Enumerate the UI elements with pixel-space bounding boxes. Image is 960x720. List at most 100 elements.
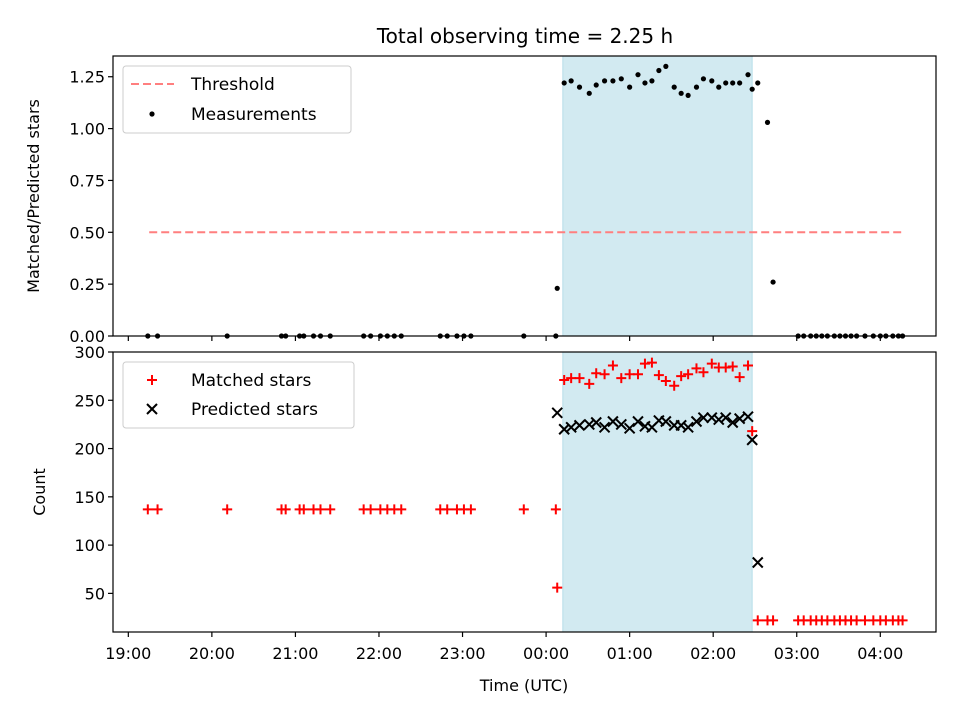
matched-stars-point — [660, 375, 671, 386]
predicted-stars-point — [690, 415, 703, 428]
matched-stars-point — [442, 504, 453, 515]
bottom-y-tick-label: 100 — [74, 536, 105, 555]
predicted-stars-point — [558, 423, 570, 435]
measurements-point — [656, 67, 662, 74]
predicted-stars-point — [713, 413, 725, 426]
matched-stars-point — [851, 615, 862, 626]
matched-stars-point — [616, 373, 627, 384]
predicted-stars-point — [565, 421, 577, 434]
predicted-stars-point — [742, 410, 754, 423]
measurements-point — [627, 84, 633, 90]
threshold-legend-label: Threshold — [190, 75, 275, 95]
matched-stars-point — [646, 357, 657, 368]
x-tick-label: 02:00 — [690, 644, 736, 663]
matched-stars-point — [624, 369, 635, 380]
measurements-point — [586, 90, 592, 96]
matched-stars-point — [691, 363, 702, 374]
top-y-tick-label: 0.50 — [69, 223, 105, 242]
x-tick-label: 03:00 — [774, 644, 820, 663]
measurements-point — [593, 82, 599, 88]
matched-stars-point — [752, 615, 763, 626]
matched-stars-point — [280, 504, 291, 515]
top-y-tick-label: 1.25 — [69, 68, 105, 87]
predicted-stars-point — [573, 419, 586, 432]
top-axes-frame — [112, 55, 937, 337]
predicted-stars-point — [660, 415, 672, 428]
predicted-stars-point — [598, 421, 611, 434]
matched-stars-point — [743, 360, 754, 371]
measurements-point — [730, 80, 736, 86]
bottom-y-tick-label: 50 — [85, 584, 105, 603]
matched-stars-point — [897, 615, 908, 626]
bottom-y-axis: 50 100 150 200 250 300 — [74, 343, 113, 603]
predicted-stars-point — [697, 411, 710, 424]
chart-title: Total observing time = 2.25 h — [376, 24, 673, 48]
measurements-point — [601, 78, 608, 84]
measurements-point — [568, 78, 574, 84]
top-legend: Threshold Measurements — [122, 65, 352, 134]
matched-stars-point — [768, 615, 779, 626]
matched-stars-point — [591, 368, 602, 379]
bottom-panel: 50 100 150 200 250 300 19:00 20:00 21:00 22:00 23… — [30, 343, 937, 695]
measurements-point — [635, 72, 641, 78]
top-legend-box — [122, 65, 352, 134]
matched-stars-point — [747, 426, 758, 437]
predicted-stars-point — [726, 416, 739, 429]
predicted-stars-point — [675, 419, 687, 432]
measurements-point — [709, 78, 715, 84]
matched-stars-point — [142, 504, 153, 515]
measurements-point — [685, 92, 691, 99]
top-y-tick-label: 0.25 — [69, 275, 105, 294]
matched-stars-point — [396, 504, 407, 515]
measurements-legend-marker — [149, 111, 155, 117]
measurements-point — [554, 285, 560, 291]
matched-stars-point — [566, 373, 577, 384]
matched-stars-point — [152, 504, 163, 515]
predicted-stars-point — [752, 556, 764, 569]
predicted-stars-point — [720, 411, 732, 424]
measurements-point — [745, 72, 751, 78]
bottom-legend: Matched stars Predicted stars — [122, 361, 355, 429]
measurements-point — [737, 80, 743, 86]
measurements-point — [618, 76, 624, 82]
predicted-legend-label: Predicted stars — [191, 400, 318, 420]
matched-stars-point — [365, 504, 376, 515]
matched-stars-point — [550, 504, 561, 515]
matched-stars-point — [607, 360, 618, 371]
matched-stars-point — [559, 375, 570, 385]
measurements-point — [663, 63, 669, 69]
top-x-axis — [127, 336, 881, 341]
predicted-stars-point — [682, 421, 694, 434]
top-y-axis-label: Matched/Predicted stars — [24, 99, 43, 293]
measurements-point — [678, 90, 684, 96]
top-y-tick-label: 1.00 — [69, 120, 105, 139]
x-tick-label: 01:00 — [607, 644, 653, 663]
top-y-tick-label: 0.00 — [69, 327, 105, 346]
matched-stars-point — [653, 370, 664, 381]
measurements-point — [755, 80, 761, 86]
measurements-point — [671, 84, 677, 90]
top-y-axis: 0.00 0.25 0.50 0.75 1.00 1.25 — [69, 68, 113, 346]
x-tick-label: 22:00 — [356, 644, 402, 663]
matched-stars-point — [859, 615, 870, 626]
bottom-y-tick-label: 250 — [74, 391, 105, 410]
bottom-plot-marks — [142, 357, 908, 626]
predicted-stars-point — [623, 422, 636, 434]
measurements-point — [723, 80, 729, 86]
matched-stars-point — [727, 361, 738, 372]
predicted-stars-point — [590, 416, 602, 429]
measurements-point — [642, 80, 648, 86]
matched-stars-point — [676, 371, 687, 382]
predicted-legend-marker — [146, 403, 158, 415]
measurements-point — [610, 78, 616, 84]
predicted-stars-point — [632, 415, 644, 428]
measurements-point — [749, 86, 755, 92]
top-shaded-region — [562, 55, 753, 337]
x-axis-label: Time (UTC) — [479, 676, 568, 695]
matched-stars-point — [465, 504, 476, 515]
matched-stars-point — [325, 504, 336, 515]
matched-legend-marker — [147, 375, 157, 385]
measurements-point — [700, 76, 707, 82]
x-tick-label: 21:00 — [272, 644, 318, 663]
